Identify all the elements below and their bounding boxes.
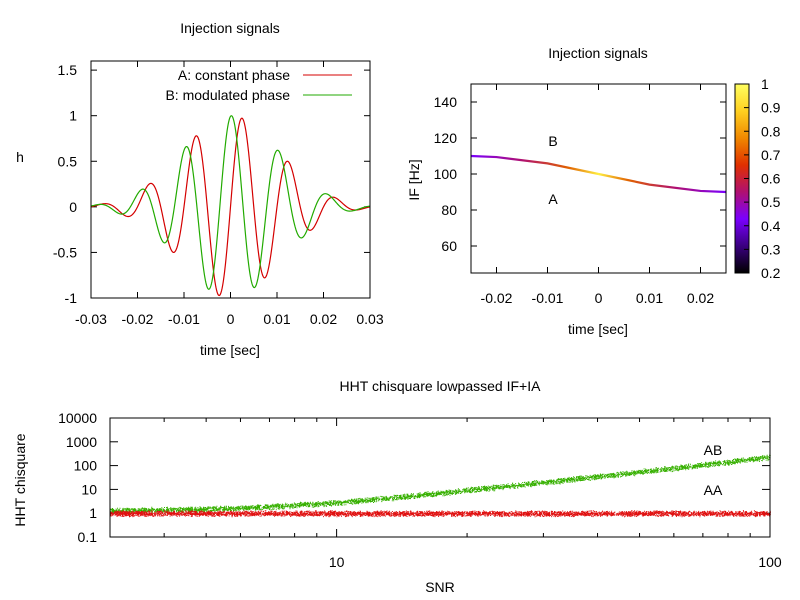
chart-chisquare: HHT chisquare lowpassed IF+IA HHT chisqu… — [12, 378, 782, 595]
y-tick-label: 1.5 — [58, 62, 78, 78]
colorbar-ticks: 1 0.9 0.8 0.7 0.6 0.5 0.4 0.3 0.2 — [744, 76, 781, 281]
y-tick-label: 100 — [74, 458, 98, 474]
chart1-ylabel: h — [16, 149, 24, 165]
x-tick-label: -0.02 — [481, 290, 513, 306]
x-tick-label: -0.03 — [75, 311, 107, 327]
colorbar-tick-label: 0.6 — [761, 171, 781, 187]
y-tick-label: -0.5 — [53, 244, 77, 260]
chart2-title: Injection signals — [548, 45, 648, 61]
chart1-xlabel: time [sec] — [200, 342, 260, 358]
chart-if: Injection signals IF [Hz] time [sec] -0.… — [406, 45, 781, 337]
y-tick-label: 1000 — [66, 434, 97, 450]
x-tick-label: 0.02 — [687, 290, 714, 306]
chart1-legend: A: constant phase B: modulated phase — [165, 67, 352, 103]
colorbar-tick-label: 0.4 — [761, 218, 781, 234]
aa-points — [110, 510, 772, 518]
y-tick-label: 0 — [69, 199, 77, 215]
y-tick-label: 80 — [441, 202, 457, 218]
y-tick-label: 10000 — [58, 410, 97, 426]
legend-label-a: A: constant phase — [178, 67, 290, 83]
chart3-ylabel: HHT chisquare — [12, 433, 28, 526]
colorbar-tick-label: 0.5 — [761, 194, 781, 210]
x-tick-label: 100 — [758, 554, 782, 570]
colorbar-tick-label: 0.7 — [761, 147, 781, 163]
chart2-ticks: -0.02 -0.01 0 0.01 0.02 140 120 100 80 60 — [434, 84, 726, 306]
colorbar-tick-label: 0.3 — [761, 241, 781, 257]
chart2-xlabel: time [sec] — [568, 321, 628, 337]
y-tick-label: 10 — [81, 481, 97, 497]
x-tick-label: -0.02 — [122, 311, 154, 327]
x-tick-label: 0 — [595, 290, 603, 306]
series-a-line — [90, 117, 371, 297]
y-tick-label: 0.5 — [58, 153, 78, 169]
if-line-b — [470, 154, 727, 194]
chart1-title: Injection signals — [180, 20, 280, 36]
y-tick-label: 1 — [89, 505, 97, 521]
chart2-lines — [470, 154, 727, 194]
chart1-lines — [90, 115, 371, 297]
x-tick-label: 0.03 — [356, 311, 383, 327]
colorbar-tick-label: 0.2 — [761, 265, 781, 281]
x-tick-label: -0.01 — [532, 290, 564, 306]
series-b-line — [90, 115, 371, 290]
y-tick-label: 60 — [441, 238, 457, 254]
legend-label-b: B: modulated phase — [165, 87, 290, 103]
chart2-frame — [470, 83, 727, 274]
y-tick-label: 0.1 — [78, 529, 98, 545]
y-tick-label: -1 — [65, 290, 78, 306]
chart1-ticks: -0.03 -0.02 -0.01 0 0.01 0.02 0.03 1.5 1 0.5 0 -0.5… — [53, 61, 384, 327]
colorbar-tick-label: 1 — [761, 76, 769, 92]
colorbar: 1 0.9 0.8 0.7 0.6 0.5 0.4 0.3 0.2 — [734, 76, 781, 281]
annotation-aa: AA — [704, 482, 723, 498]
x-tick-label: 0.02 — [310, 311, 337, 327]
y-tick-label: 1 — [69, 108, 77, 124]
chart3-frame — [109, 417, 771, 538]
chart3-ticks: 10 100 10000 1000 100 10 1 0.1 — [58, 410, 782, 570]
chart3-xlabel: SNR — [425, 579, 455, 595]
y-tick-label: 140 — [434, 94, 458, 110]
chart1-frame — [90, 60, 371, 299]
annotation-a: A — [548, 191, 558, 207]
annotation-ab: AB — [704, 442, 723, 458]
x-tick-label: 0.01 — [636, 290, 663, 306]
chart-waveform: Injection signals h time [sec] -0.03 -0.0… — [16, 20, 384, 358]
annotation-b: B — [548, 133, 557, 149]
x-tick-label: 0.01 — [263, 311, 290, 327]
colorbar-tick-label: 0.8 — [761, 123, 781, 139]
x-tick-label: -0.01 — [168, 311, 200, 327]
chart3-points — [110, 454, 772, 518]
ab-points — [110, 454, 771, 515]
y-tick-label: 100 — [434, 166, 458, 182]
chart3-title: HHT chisquare lowpassed IF+IA — [340, 378, 542, 394]
x-tick-label: 0 — [227, 311, 235, 327]
colorbar-tick-label: 0.9 — [761, 100, 781, 116]
y-tick-label: 120 — [434, 130, 458, 146]
chart2-ylabel: IF [Hz] — [406, 159, 422, 200]
x-tick-label: 10 — [329, 554, 345, 570]
